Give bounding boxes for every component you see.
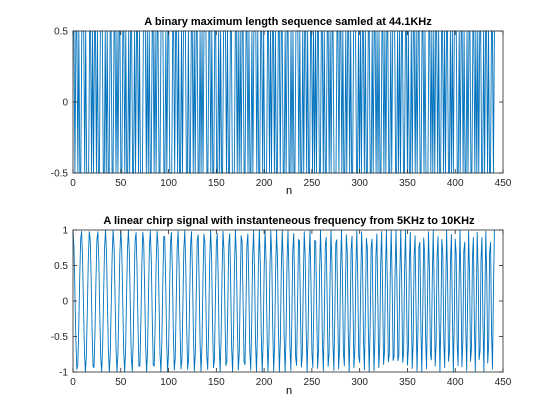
x-tick-label: 150 [208,178,225,189]
x-tick-label: 400 [447,178,464,189]
series-line [72,229,495,373]
y-tick-label: 0.5 [54,27,68,38]
subplot-mls: A binary maximum length sequence samled … [51,16,512,197]
y-tick-label: 0 [62,297,68,308]
y-axis-ticks: -1 -0.5 0 0.5 1 [51,226,503,379]
subplot-title: A binary maximum length sequence samled … [144,16,432,28]
x-tick-label: 50 [115,178,127,189]
x-tick-label: 200 [256,377,273,388]
x-tick-label: 0 [70,377,76,388]
y-tick-label: -0.5 [51,332,69,343]
x-axis-label: n [286,385,292,397]
x-tick-label: 200 [256,178,273,189]
x-axis-label: n [286,185,292,197]
y-tick-label: -0.5 [51,169,69,180]
x-tick-label: 0 [70,178,76,189]
x-tick-label: 50 [115,377,127,388]
y-tick-label: 1 [62,226,68,237]
x-tick-label: 150 [208,377,225,388]
x-tick-label: 350 [399,377,416,388]
x-axis-ticks: 0 50 100 150 200 250 300 350 400 450 [70,31,512,189]
subplot-title: A linear chirp signal with instanteneous… [103,215,475,227]
x-tick-label: 100 [160,178,177,189]
x-tick-label: 250 [304,178,321,189]
x-tick-label: 300 [351,377,368,388]
series-line-group [72,229,495,373]
y-axis-ticks: -0.5 0 0.5 [51,27,503,180]
x-tick-label: 450 [495,178,512,189]
x-tick-label: 300 [351,178,368,189]
x-tick-label: 100 [160,377,177,388]
y-tick-label: 0 [62,98,68,109]
x-axis-ticks: 0 50 100 150 200 250 300 350 400 450 [70,230,512,388]
x-tick-label: 250 [304,377,321,388]
x-tick-label: 450 [495,377,512,388]
x-tick-label: 400 [447,377,464,388]
x-tick-label: 350 [399,178,416,189]
y-tick-label: 0.5 [54,261,68,272]
subplot-chirp: A linear chirp signal with instanteneous… [51,215,512,397]
y-tick-label: -1 [59,368,68,379]
